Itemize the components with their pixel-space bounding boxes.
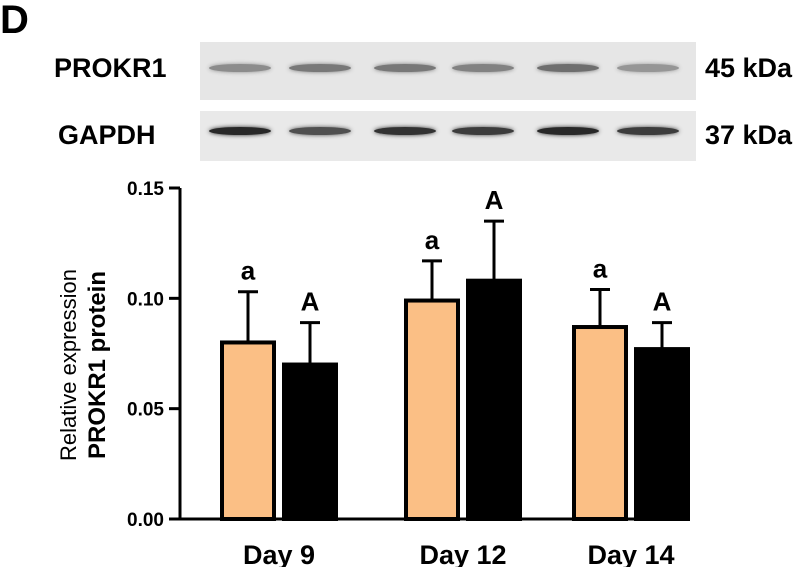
significance-letter: a (241, 256, 256, 286)
y-axis-label-line1: Relative expression (56, 269, 81, 461)
blot-band (537, 127, 599, 135)
blot-band (452, 127, 514, 135)
significance-letter: A (485, 185, 504, 215)
x-tick-label: Day 9 (243, 540, 315, 567)
x-tick-label: Day 14 (587, 540, 674, 567)
blot-top-image (200, 42, 696, 100)
significance-letter: a (425, 225, 440, 255)
blot-top-size-label: 45 kDa (705, 53, 793, 83)
significance-letter: A (301, 287, 320, 317)
y-tick-label: 0.00 (127, 510, 164, 531)
blot-bottom-image (200, 111, 696, 161)
bar (220, 340, 276, 522)
x-tick-label: Day 12 (419, 540, 506, 567)
blot-band (374, 64, 436, 72)
significance-letter: A (653, 287, 672, 317)
y-tick-label: 0.10 (127, 289, 164, 310)
y-tick-label: 0.05 (127, 400, 164, 421)
blot-band (374, 127, 436, 135)
blot-band (537, 64, 599, 72)
blot-band (617, 127, 679, 135)
bar (634, 347, 690, 521)
y-axis-label-line2: PROKR1 protein (84, 271, 111, 459)
bar (572, 325, 628, 521)
blot-bottom-protein-label: GAPDH (58, 120, 156, 150)
blot-band (209, 127, 271, 135)
blot-band (209, 64, 271, 72)
blot-band (289, 64, 351, 72)
y-axis-label: Relative expression PROKR1 protein (56, 269, 111, 461)
blot-band (617, 64, 679, 72)
blot-band (289, 127, 351, 135)
bar (282, 362, 338, 521)
panel-label: D (0, 0, 29, 42)
bar (404, 298, 460, 522)
bar (466, 278, 522, 521)
significance-letter: a (593, 254, 608, 284)
y-tick-label: 0.15 (127, 179, 164, 200)
blot-top-protein-label: PROKR1 (54, 53, 167, 83)
blot-bottom-size-label: 37 kDa (705, 120, 793, 150)
blot-band (452, 64, 514, 72)
